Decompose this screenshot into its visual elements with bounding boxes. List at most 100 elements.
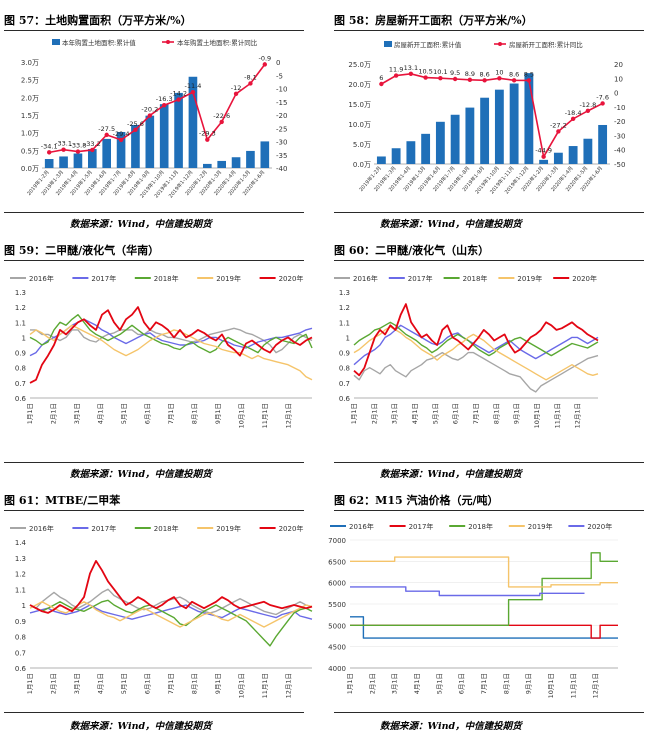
y-tick-label: 1.4 — [15, 539, 27, 547]
yoy-point — [219, 119, 224, 125]
series-line-2016年 — [350, 616, 618, 639]
chart-62: 4000 4500 5000 5500 6000 6500 7000 1月1日 2月1日 3月1日… — [328, 522, 618, 698]
title-rule-60 — [334, 260, 644, 261]
data-label: -0.9 — [258, 54, 271, 62]
series-line-2016年 — [30, 327, 313, 354]
chart-title-61: 图 61：MTBE/二甲苯 — [4, 494, 121, 507]
legend-label: 2016年 — [349, 522, 374, 531]
left-tick-label: 10.0万 — [348, 121, 371, 129]
legend-swatch-bar — [52, 39, 60, 45]
series-line-2018年 — [29, 314, 313, 354]
bar — [553, 152, 563, 164]
source-rule-57 — [4, 212, 304, 213]
x-tick-label: 5月1日 — [431, 403, 439, 424]
bar — [450, 114, 460, 164]
title-rule-57 — [4, 30, 304, 31]
legend-label: 2019年 — [216, 274, 241, 283]
x-tick-label: 12月1日 — [574, 403, 582, 428]
x-tick-label: 10月1日 — [533, 403, 541, 428]
left-tick-label: 2.5万 — [21, 77, 39, 85]
y-tick-label: 5500 — [328, 601, 346, 609]
bar — [73, 153, 83, 168]
x-tick-label: 11月1日 — [553, 403, 561, 428]
title-rule-61 — [4, 510, 304, 511]
left-tick-label: 0.5万 — [21, 147, 39, 155]
bar — [435, 121, 445, 164]
bar — [217, 160, 226, 168]
right-tick-label: 0 — [276, 59, 280, 67]
x-tick-label: 10月1日 — [547, 673, 555, 698]
yoy-point — [408, 71, 414, 77]
legend-label: 2019年 — [517, 274, 542, 283]
yoy-point — [393, 73, 399, 78]
y-tick-label: 6000 — [328, 580, 346, 588]
bar — [174, 92, 183, 168]
legend-label: 2017年 — [409, 522, 434, 531]
x-tick-label: 4月1日 — [411, 403, 419, 424]
title-rule-62 — [334, 510, 644, 511]
yoy-point — [526, 78, 532, 83]
series-line-2020年 — [350, 586, 585, 597]
bar — [260, 141, 270, 168]
left-tick-label: 15.0万 — [348, 101, 371, 109]
legend-label: 2017年 — [408, 274, 433, 283]
y-tick-label: 5000 — [328, 622, 346, 630]
right-tick-label: -25 — [276, 125, 287, 133]
x-tick-label: 6月1日 — [144, 403, 152, 424]
left-tick-label: 3.0万 — [21, 59, 39, 67]
y-tick-label: 0.7 — [15, 380, 26, 388]
title-rule-59 — [4, 260, 304, 261]
x-tick-label: 5月1日 — [120, 403, 128, 424]
chart-title-62: 图 62：M15 汽油价格（元/吨） — [334, 494, 499, 507]
chart-title-59: 图 59：二甲醚/液化气（华南） — [4, 244, 160, 257]
data-label: -25.6 — [127, 120, 144, 128]
series-line-2020年 — [29, 306, 313, 384]
x-tick-label: 11月1日 — [569, 673, 577, 698]
chart-58: 0.0万 5.0万 10.0万 15.0万 20.0万 25.0万 20 10 0 -10 -20 -… — [348, 40, 625, 195]
bar — [421, 133, 431, 164]
yoy-point — [104, 132, 109, 138]
y-tick-label: 0.6 — [339, 395, 351, 403]
bar — [159, 104, 169, 168]
right-tick-label: -40 — [614, 147, 625, 155]
y-tick-label: 1.2 — [339, 304, 350, 312]
y-tick-label: 0.9 — [15, 350, 26, 358]
bar — [539, 159, 549, 164]
legend-swatch-bar — [384, 41, 392, 47]
data-label: -27.5 — [98, 125, 115, 133]
x-tick-label: 2月1日 — [50, 673, 58, 694]
source-rule-62 — [334, 712, 644, 713]
x-tick-label: 6月1日 — [144, 673, 152, 694]
left-tick-label: 25.0万 — [348, 61, 371, 69]
yoy-point — [147, 113, 153, 118]
x-tick-label: 8月1日 — [191, 403, 199, 424]
yoy-line — [49, 63, 266, 154]
legend-label: 2016年 — [29, 524, 54, 533]
data-source-62: 数据来源：Wind，中信建投期货 — [380, 721, 522, 732]
series-line-2018年 — [353, 321, 599, 357]
data-label: 10.1 — [433, 68, 447, 76]
x-tick-label: 6月1日 — [452, 403, 460, 424]
legend-label-bar: 本年购置土地面积:累计值 — [62, 38, 136, 47]
x-tick-label: 12月1日 — [285, 673, 293, 698]
legend-label-line: 本年购置土地面积:累计同比 — [177, 38, 258, 47]
bar — [524, 73, 534, 164]
data-source-57: 数据来源：Wind，中信建投期货 — [70, 219, 212, 230]
right-tick-label: 10 — [614, 75, 623, 83]
data-label: -16.3 — [156, 95, 173, 103]
legend-label: 2017年 — [91, 274, 116, 283]
series-line-2017年 — [350, 624, 618, 639]
yoy-point — [556, 129, 561, 134]
bar — [188, 76, 198, 168]
data-source-58: 数据来源：Wind，中信建投期货 — [380, 219, 522, 230]
yoy-point — [233, 91, 239, 96]
bar — [465, 107, 475, 164]
chart-title-58: 图 58：房屋新开工面积（万平方米/%） — [334, 14, 533, 27]
data-label: -14.2 — [170, 90, 187, 98]
data-label: 10 — [495, 68, 503, 76]
yoy-point — [118, 137, 124, 143]
data-label: -29.4 — [113, 130, 130, 138]
bar — [598, 124, 608, 164]
left-tick-label: 1.0万 — [21, 130, 39, 138]
yoy-point — [600, 101, 605, 106]
